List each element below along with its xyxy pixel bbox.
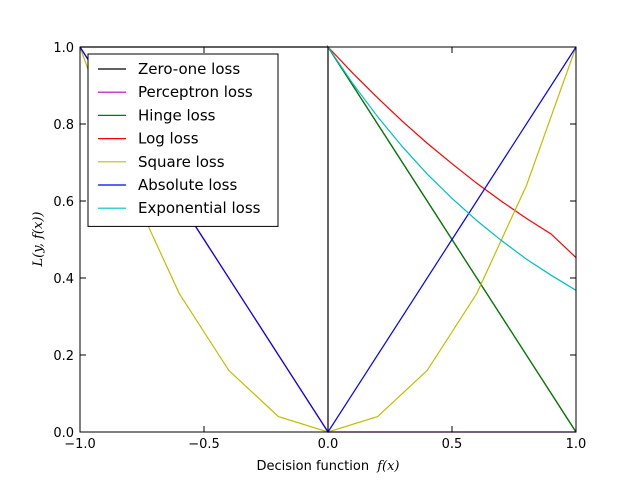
series-line-exponential-loss	[327, 46, 577, 291]
y-tick-label: 1.0	[53, 41, 74, 56]
legend-label-exponential-loss: Exponential loss	[138, 199, 261, 217]
x-axis-label: Decision function f(x)	[256, 459, 399, 474]
x-tick-label: 0.0	[318, 437, 339, 452]
legend-label-zero-one-loss: Zero-one loss	[138, 60, 240, 78]
series-line-log-loss	[327, 46, 577, 259]
y-tick-label: 0.2	[53, 349, 74, 364]
y-tick-label: 0.8	[53, 118, 74, 133]
legend: Zero-one loss Perceptron loss Hinge loss Lo…	[87, 53, 279, 227]
x-axis-label-text: Decision function	[256, 459, 369, 474]
legend-label-square-loss: Square loss	[138, 153, 225, 171]
x-tick-label: 1.0	[566, 437, 587, 452]
legend-box	[87, 53, 279, 227]
svg-text:Decision function f(x): Decision function f(x)	[256, 459, 399, 474]
x-tick-label: −1.0	[64, 437, 96, 452]
y-tick-label: 0.0	[53, 426, 74, 441]
y-tick-label: 0.4	[53, 272, 74, 287]
x-tick-label: 0.5	[442, 437, 463, 452]
x-tick-label: −0.5	[188, 437, 220, 452]
legend-label-absolute-loss: Absolute loss	[138, 176, 237, 194]
y-axis-label: L(y, f(x))	[31, 212, 46, 268]
ticks-layer: −1.0 −0.5 0.0 0.5 1.0 0.0 0.2 0.4 0.6 0.8 1.0	[53, 41, 586, 452]
legend-label-perceptron-loss: Perceptron loss	[138, 83, 253, 101]
legend-label-log-loss: Log loss	[138, 130, 199, 148]
x-axis-label-math: f(x)	[376, 459, 399, 474]
y-tick-label: 0.6	[53, 195, 74, 210]
legend-label-hinge-loss: Hinge loss	[138, 106, 216, 124]
